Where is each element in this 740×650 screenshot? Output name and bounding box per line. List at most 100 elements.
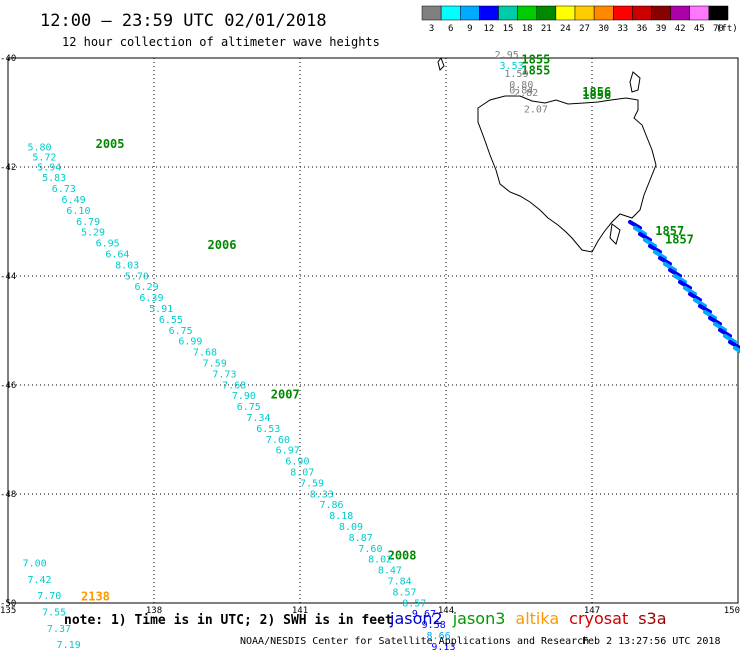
colorbar-swatch <box>421 5 442 21</box>
y-tick-label: -48 <box>0 490 16 500</box>
wave-height-point: 8.03 <box>115 260 139 271</box>
track-segment <box>668 268 682 278</box>
wave-height-point: 6.99 <box>178 337 202 348</box>
wave-height-point: 7.68 <box>193 348 217 359</box>
time-label: 1857 <box>665 232 694 246</box>
wave-height-point: 9.13 <box>431 642 455 650</box>
wave-height-point: 6.95 <box>96 239 120 250</box>
wave-height-point: 6.90 <box>285 457 309 468</box>
colorbar-swatch <box>574 5 595 21</box>
wave-height-point: 7.73 <box>212 369 236 380</box>
colorbar: 3 6 9 12 15 18 21 24 27 30 33 36 39 42 45 70 <box>421 5 729 34</box>
wave-height-point: 7.59 <box>300 478 324 489</box>
time-label: 1857 <box>655 224 684 238</box>
track-segment <box>628 220 642 230</box>
track-segment <box>658 256 672 266</box>
time-label: 2007 <box>271 388 300 402</box>
legend-entry: altika <box>515 609 559 628</box>
flinders-island <box>629 71 641 93</box>
colorbar-label: 33 <box>617 24 628 34</box>
wave-height-point: 0.84 <box>509 85 533 96</box>
colorbar-label: 21 <box>541 24 552 34</box>
legend-entry: jason3 <box>452 609 506 628</box>
x-tick-label: 141 <box>292 606 308 616</box>
time-label: 1856 <box>582 85 611 99</box>
wave-height-point: 7.55 <box>42 608 66 619</box>
time-label: 1855 <box>521 52 550 66</box>
wave-height-point: 6.75 <box>169 326 193 337</box>
time-label: 1856 <box>582 88 611 102</box>
wave-height-point: 8.57 <box>402 598 426 609</box>
wave-height-point: 6.97 <box>276 446 300 457</box>
wave-height-point: 6.53 <box>256 424 280 435</box>
x-tick-label: 150 <box>724 606 740 616</box>
y-tick-label: -42 <box>0 163 16 173</box>
time-label: 2008 <box>388 548 417 562</box>
colorbar-swatch <box>708 5 729 21</box>
colorbar-swatch <box>498 5 518 21</box>
wave-height-point: 8.09 <box>339 522 363 533</box>
track-segment <box>663 262 677 272</box>
colorbar-swatch <box>536 5 557 21</box>
legend-entry: jason2 <box>389 609 443 628</box>
colorbar-swatch <box>613 5 633 21</box>
wave-height-point: 7.86 <box>319 500 343 511</box>
wave-height-point: 5.72 <box>32 152 56 163</box>
footer-timestamp: Feb 2 13:27:56 UTC 2018 <box>582 636 720 647</box>
colorbar-label: 39 <box>656 24 667 34</box>
wave-height-points: 5.805.725.945.836.736.496.106.795.296.95… <box>23 50 740 650</box>
wave-height-point: 7.00 <box>23 558 47 569</box>
colorbar-swatch <box>460 5 480 21</box>
colorbar-label: 6 <box>448 24 453 34</box>
wave-height-point: 8.47 <box>378 566 402 577</box>
plot-frame <box>7 57 739 604</box>
track-segment <box>688 292 702 302</box>
wave-height-point: 5.83 <box>42 173 66 184</box>
y-tick-label: -44 <box>0 272 16 282</box>
colorbar-swatch <box>651 5 671 21</box>
coastline <box>437 56 657 253</box>
colorbar-swatch <box>632 5 652 21</box>
colorbar-label: 15 <box>503 24 514 34</box>
chart-subtitle: 12 hour collection of altimeter wave hei… <box>62 35 380 49</box>
colorbar-swatch <box>689 5 710 21</box>
axis-ticks: 135 138 141 144 147 150 -40 -42 -44 -46 -48 -50 <box>0 54 740 616</box>
time-labels: 2005200620072008213818551855185618561857… <box>81 52 694 603</box>
colorbar-swatch <box>479 5 499 21</box>
wave-height-point: 6.10 <box>66 206 90 217</box>
track-segment <box>683 286 697 296</box>
wave-height-point: 7.19 <box>57 640 81 650</box>
east-track-streak <box>628 220 740 354</box>
wave-height-point: 8.87 <box>349 533 373 544</box>
colorbar-label: 42 <box>675 24 686 34</box>
x-tick-label: 135 <box>0 606 16 616</box>
wave-height-point: 0.80 <box>509 80 533 91</box>
time-label: 2005 <box>96 137 125 151</box>
track-segment <box>643 238 657 248</box>
track-segment <box>728 340 740 350</box>
king-island <box>437 56 445 71</box>
wave-height-point: 5.94 <box>37 162 61 173</box>
wave-height-point: 7.42 <box>27 575 51 586</box>
colorbar-label: 24 <box>560 24 571 34</box>
wave-height-point: 2.82 <box>514 88 538 99</box>
wave-height-point: 2.07 <box>524 105 548 116</box>
track-segment <box>653 250 667 260</box>
wave-height-point: 6.64 <box>105 249 129 260</box>
wave-height-point: 8.57 <box>392 587 416 598</box>
track-segment <box>673 274 687 284</box>
colorbar-label: 45 <box>694 24 705 34</box>
bruny-island <box>609 223 621 245</box>
x-tick-label: 138 <box>146 606 162 616</box>
colorbar-unit: (ft) <box>716 24 738 34</box>
wave-height-point: 6.79 <box>76 217 100 228</box>
x-tick-label: 144 <box>438 606 454 616</box>
colorbar-label: 70 <box>713 24 724 34</box>
colorbar-swatch <box>593 5 614 21</box>
footer-credit: NOAA/NESDIS Center for Satellite Applica… <box>240 636 589 647</box>
colorbar-swatch <box>440 5 461 21</box>
colorbar-label: 9 <box>467 24 472 34</box>
wave-height-point: 7.84 <box>388 576 412 587</box>
track-segment <box>693 298 707 308</box>
